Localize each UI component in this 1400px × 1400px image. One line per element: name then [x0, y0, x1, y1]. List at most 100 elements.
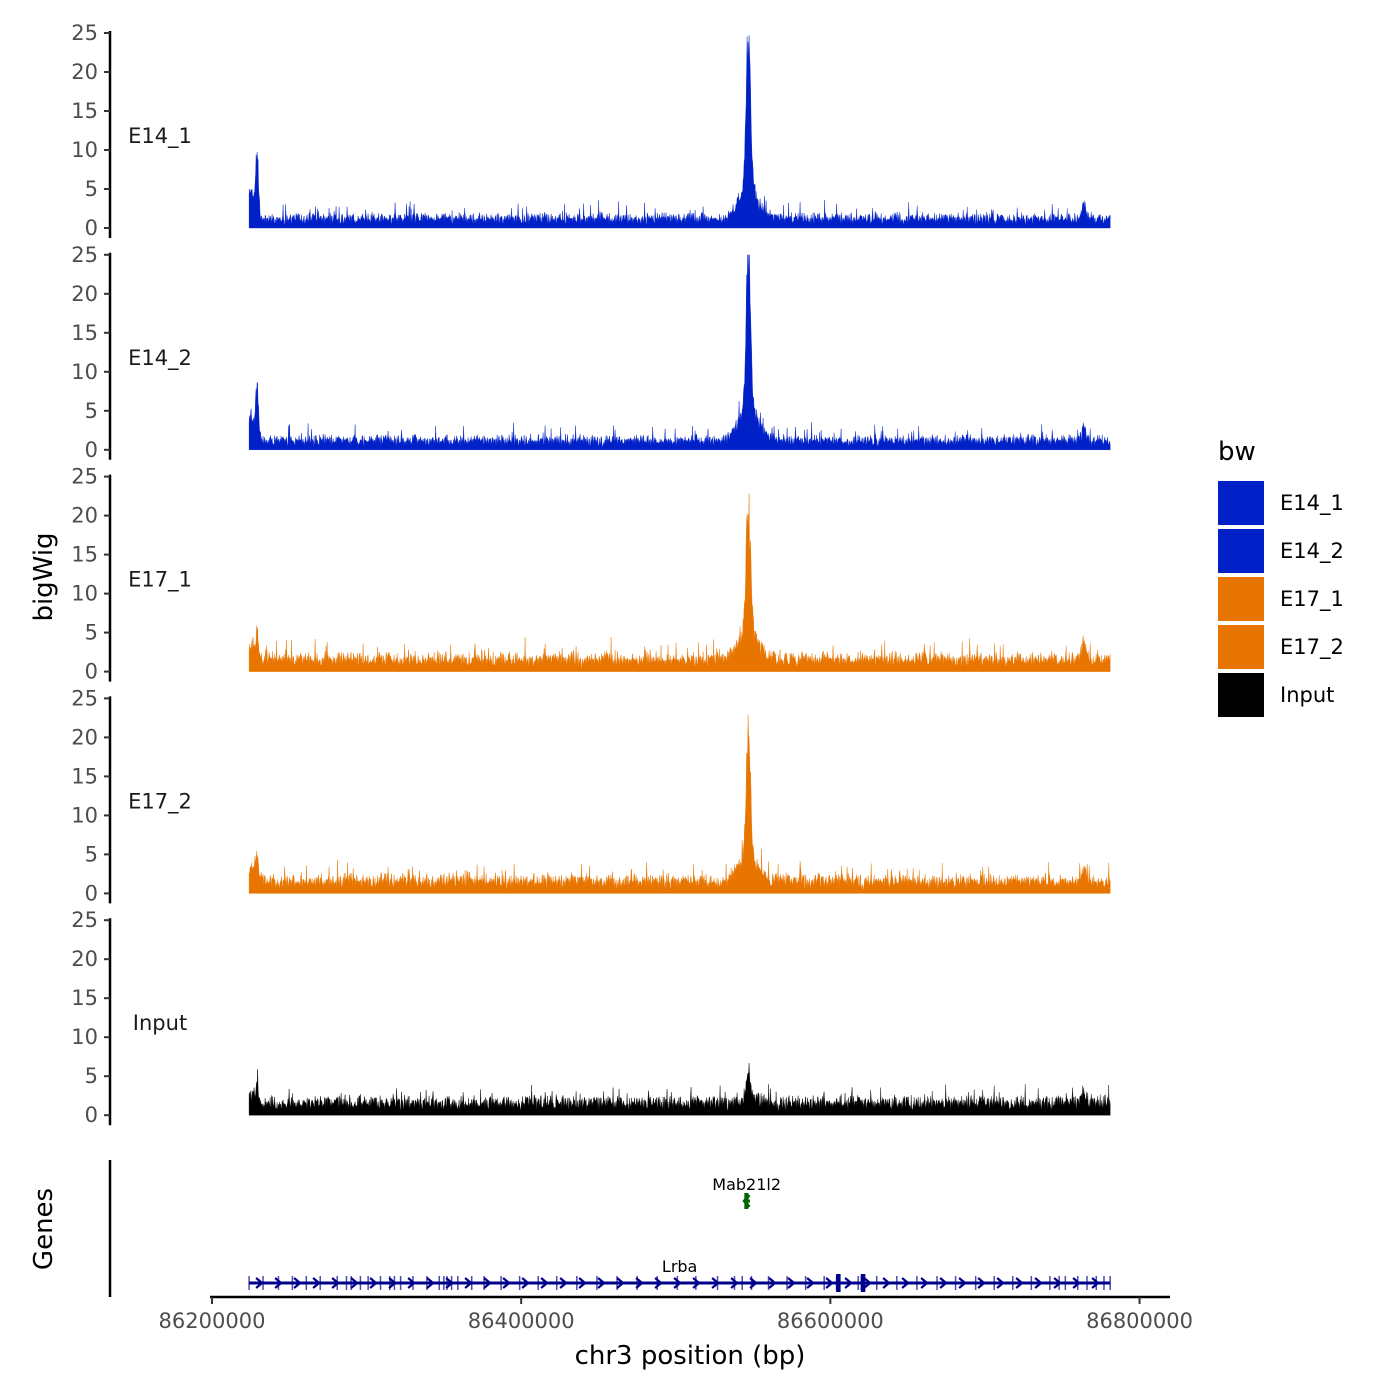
y-tick-label: 10 — [71, 803, 98, 827]
y-tick-label: 5 — [85, 842, 98, 866]
y-tick-label: 0 — [85, 881, 98, 905]
y-axis-title: bigWig — [29, 532, 59, 621]
strand-arrow — [255, 1277, 264, 1289]
legend-label: E14_2 — [1280, 539, 1344, 564]
y-tick-label: 0 — [85, 438, 98, 462]
strand-arrow — [407, 1277, 416, 1289]
y-tick-label: 25 — [71, 243, 98, 267]
y-tick-label: 20 — [71, 60, 98, 84]
y-tick-label: 20 — [71, 282, 98, 306]
x-tick-label: 86200000 — [159, 1309, 266, 1333]
signal-area-e17-1 — [248, 493, 1111, 672]
y-tick-label: 5 — [85, 177, 98, 201]
strand-arrow — [388, 1277, 397, 1289]
strand-arrow — [711, 1277, 720, 1289]
strand-arrow — [1091, 1277, 1100, 1289]
track-panel-input: 0 5 10 15 20 25 Input — [71, 908, 1111, 1127]
strand-arrow — [540, 1277, 549, 1289]
track-label: E17_1 — [128, 568, 192, 593]
signal-area-e17-2 — [248, 715, 1111, 894]
y-tick-label: 15 — [71, 764, 98, 788]
track-panels: 0 5 10 15 20 25 E14_1 0 5 10 15 20 25 E14_2 0 5 10 15 20 25… — [71, 21, 1111, 1127]
gene-label: Mab21l2 — [712, 1175, 781, 1194]
y-tick-label: 10 — [71, 582, 98, 606]
strand-arrow — [502, 1277, 511, 1289]
track-panel-e14-2: 0 5 10 15 20 25 E14_2 — [71, 243, 1111, 462]
legend-title: bw — [1218, 437, 1256, 467]
legend-label: E17_1 — [1280, 587, 1344, 612]
legend-swatch-e17-2 — [1218, 625, 1264, 669]
y-tick-label: 0 — [85, 1103, 98, 1127]
y-tick-label: 25 — [71, 686, 98, 710]
y-tick-label: 20 — [71, 947, 98, 971]
strand-arrow — [331, 1277, 340, 1289]
x-tick-label: 86600000 — [777, 1309, 884, 1333]
strand-arrow — [616, 1277, 625, 1289]
legend-swatch-e14-2 — [1218, 529, 1264, 573]
strand-arrow — [787, 1277, 796, 1289]
strand-arrow — [350, 1277, 359, 1289]
gene-mab21l2: Mab21l2 — [712, 1175, 781, 1209]
strand-arrow — [483, 1277, 492, 1289]
y-tick-label: 15 — [71, 986, 98, 1010]
strand-arrow — [844, 1277, 853, 1289]
strand-arrow — [730, 1277, 739, 1289]
legend-label: E17_2 — [1280, 635, 1344, 660]
track-panel-e17-1: 0 5 10 15 20 25 E17_1 — [71, 465, 1111, 684]
strand-arrow — [559, 1277, 568, 1289]
strand-arrow — [635, 1277, 644, 1289]
track-label: E14_1 — [128, 124, 192, 149]
x-axis: 86200000 86400000 86600000 86800000 — [159, 1295, 1193, 1333]
strand-arrow — [825, 1277, 834, 1289]
y-tick-label: 20 — [71, 504, 98, 528]
strand-arrow — [312, 1277, 321, 1289]
track-panel-e17-2: 0 5 10 15 20 25 E17_2 — [71, 686, 1111, 905]
legend-swatch-e17-1 — [1218, 577, 1264, 621]
strand-arrow — [749, 1277, 758, 1289]
y-tick-label: 25 — [71, 465, 98, 489]
signal-area-e14-1 — [248, 35, 1111, 229]
strand-arrow — [958, 1277, 967, 1289]
x-tick-label: 86400000 — [468, 1309, 575, 1333]
x-tick-label: 86800000 — [1086, 1309, 1193, 1333]
strand-arrow — [939, 1277, 948, 1289]
genes-panel: Mab21l2 Lrba — [108, 1160, 1111, 1297]
track-label: E14_2 — [128, 346, 192, 371]
strand-arrow — [920, 1277, 929, 1289]
strand-arrow — [578, 1277, 587, 1289]
strand-arrow — [293, 1277, 302, 1289]
y-tick-label: 10 — [71, 138, 98, 162]
y-tick-label: 20 — [71, 725, 98, 749]
strand-arrow — [977, 1277, 986, 1289]
strand-arrow — [692, 1277, 701, 1289]
y-tick-label: 10 — [71, 360, 98, 384]
strand-arrow — [996, 1277, 1005, 1289]
legend-label: Input — [1280, 683, 1334, 707]
legend-label: E14_1 — [1280, 491, 1344, 516]
strand-arrow — [673, 1277, 682, 1289]
y-tick-label: 5 — [85, 399, 98, 423]
strand-arrow — [1015, 1277, 1024, 1289]
y-tick-label: 10 — [71, 1025, 98, 1049]
strand-arrow — [768, 1277, 777, 1289]
gene-exon-block — [860, 1274, 866, 1292]
legend-swatch-input — [1218, 673, 1264, 717]
signal-area-e14-2 — [248, 254, 1111, 450]
y-tick-label: 5 — [85, 1064, 98, 1088]
y-tick-label: 0 — [85, 216, 98, 240]
strand-arrow — [597, 1277, 606, 1289]
track-panel-e14-1: 0 5 10 15 20 25 E14_1 — [71, 21, 1111, 240]
gene-lrba: Lrba — [248, 1257, 1111, 1292]
strand-arrow — [882, 1277, 891, 1289]
strand-arrow — [274, 1277, 283, 1289]
gene-exon-block — [836, 1274, 841, 1292]
gene-exon-block — [744, 1193, 749, 1209]
gene-label: Lrba — [662, 1257, 697, 1276]
legend: bw E14_1 E14_2 E17_1 E17_2 Input — [1218, 437, 1344, 717]
y-tick-label: 15 — [71, 99, 98, 123]
strand-arrow — [901, 1277, 910, 1289]
strand-arrow — [464, 1277, 473, 1289]
y-tick-label: 25 — [71, 908, 98, 932]
y-tick-label: 25 — [71, 21, 98, 45]
